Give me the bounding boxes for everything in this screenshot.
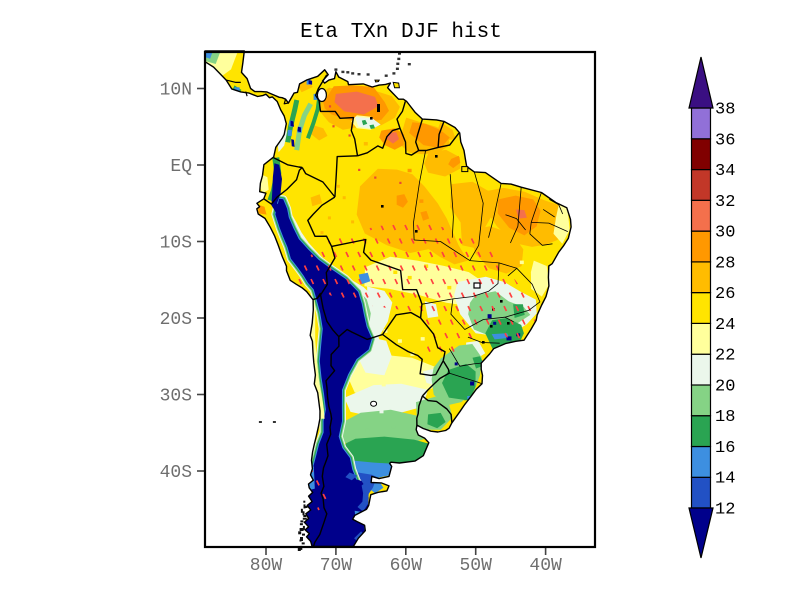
svg-text:16: 16: [715, 439, 735, 458]
svg-text:30S: 30S: [160, 387, 192, 407]
svg-text:10S: 10S: [160, 234, 192, 254]
svg-text:50W: 50W: [459, 556, 492, 576]
svg-text:Eta TXn DJF hist: Eta TXn DJF hist: [300, 21, 502, 44]
svg-text:20: 20: [715, 377, 735, 396]
svg-text:22: 22: [715, 347, 735, 366]
svg-text:10N: 10N: [160, 81, 192, 101]
svg-text:20S: 20S: [160, 310, 192, 330]
svg-text:40S: 40S: [160, 463, 192, 483]
svg-text:12: 12: [715, 501, 735, 520]
svg-text:28: 28: [715, 254, 735, 273]
svg-text:70W: 70W: [320, 556, 353, 576]
svg-text:14: 14: [715, 470, 735, 489]
svg-text:80W: 80W: [250, 556, 283, 576]
svg-text:38: 38: [715, 101, 735, 120]
svg-text:24: 24: [715, 316, 735, 335]
svg-text:30: 30: [715, 224, 735, 243]
svg-text:36: 36: [715, 131, 735, 150]
svg-text:32: 32: [715, 193, 735, 212]
svg-text:EQ: EQ: [170, 157, 192, 177]
svg-text:18: 18: [715, 408, 735, 427]
svg-text:34: 34: [715, 162, 735, 181]
svg-text:26: 26: [715, 285, 735, 304]
svg-text:60W: 60W: [390, 556, 423, 576]
svg-text:40W: 40W: [529, 556, 562, 576]
